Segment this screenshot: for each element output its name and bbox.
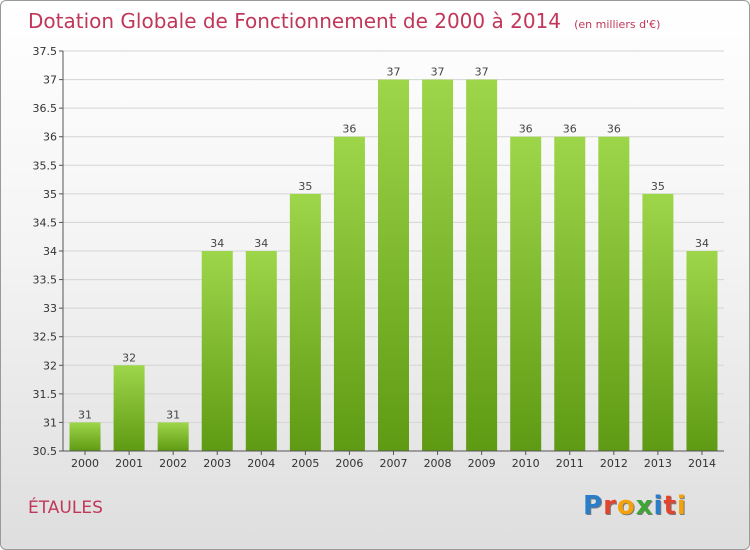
data-label: 36 [519,123,533,136]
data-label: 35 [298,180,312,193]
data-label: 37 [387,66,401,79]
chart-title: Dotation Globale de Fonctionnement de 20… [28,9,660,33]
logo-letter: t [663,491,677,521]
y-tick-label: 37.5 [33,45,58,58]
y-tick-label: 34 [43,245,57,258]
data-label: 31 [166,408,180,421]
data-label: 36 [563,123,577,136]
bar [510,136,542,451]
x-tick-label: 2010 [512,457,540,470]
bar [245,251,277,451]
bar [466,79,498,452]
data-label: 31 [78,408,92,421]
bar [333,136,365,451]
x-tick-label: 2008 [424,457,452,470]
x-tick-label: 2000 [71,457,99,470]
data-label: 34 [254,237,268,250]
x-tick-label: 2005 [291,457,319,470]
bar [598,136,630,451]
y-tick-label: 31 [43,416,57,429]
y-tick-label: 35.5 [33,159,58,172]
bar [69,422,101,451]
data-label: 36 [342,123,356,136]
x-tick-label: 2013 [644,457,672,470]
bar [289,193,321,451]
bar [157,422,189,451]
data-label: 35 [651,180,665,193]
unit-note: (en milliers d'€) [574,18,661,31]
bar [554,136,586,451]
bar [422,79,454,452]
x-tick-label: 2014 [688,457,716,470]
x-tick-label: 2004 [247,457,275,470]
y-tick-label: 33 [43,302,57,315]
y-tick-label: 34.5 [33,216,58,229]
y-tick-label: 36.5 [33,102,58,115]
bar [642,193,674,451]
logo-letter: x [635,491,654,521]
y-tick-label: 36 [43,131,57,144]
y-tick-label: 32 [43,359,57,372]
logo-letter: o [616,491,636,521]
y-tick-label: 31.5 [33,388,58,401]
y-tick-label: 30.5 [33,445,58,458]
x-tick-label: 2001 [115,457,143,470]
logo-letter: P [583,491,604,521]
logo-letter: i [676,491,687,521]
bar [113,365,145,451]
data-label: 32 [122,351,136,364]
bar [378,79,409,452]
y-tick-label: 33.5 [33,274,58,287]
title-text: Dotation Globale de Fonctionnement de 20… [28,9,561,33]
x-tick-label: 2009 [468,457,496,470]
x-tick-label: 2006 [335,457,363,470]
y-axis-ticks: 30.5 31 31.5 32 32.5 33 33.5 34 34.5 35 35.5 36 36.5… [33,45,63,458]
bar [686,251,718,451]
data-label: 34 [695,237,709,250]
bar [201,251,233,451]
x-tick-label: 2003 [203,457,231,470]
data-label: 37 [431,66,445,79]
place-name: ÉTAULES [28,498,103,518]
x-tick-label: 2012 [600,457,628,470]
proxiti-logo: Proxiti [583,491,687,521]
logo-letter: i [653,491,664,521]
y-tick-label: 37 [43,74,57,87]
x-tick-label: 2002 [159,457,187,470]
x-axis-ticks: 2000 2001 2002 2003 2004 2005 2006 2007 2008 2009… [71,451,716,470]
x-tick-label: 2007 [380,457,408,470]
y-tick-label: 35 [43,188,57,201]
data-label: 34 [210,237,224,250]
bars: 31 32 31 34 34 35 36 37 37 37 36 36 36 35 34 [69,66,718,452]
x-tick-label: 2011 [556,457,584,470]
logo-letter: r [603,491,617,521]
y-tick-label: 32.5 [33,331,58,344]
data-label: 37 [475,66,489,79]
data-label: 36 [607,123,621,136]
